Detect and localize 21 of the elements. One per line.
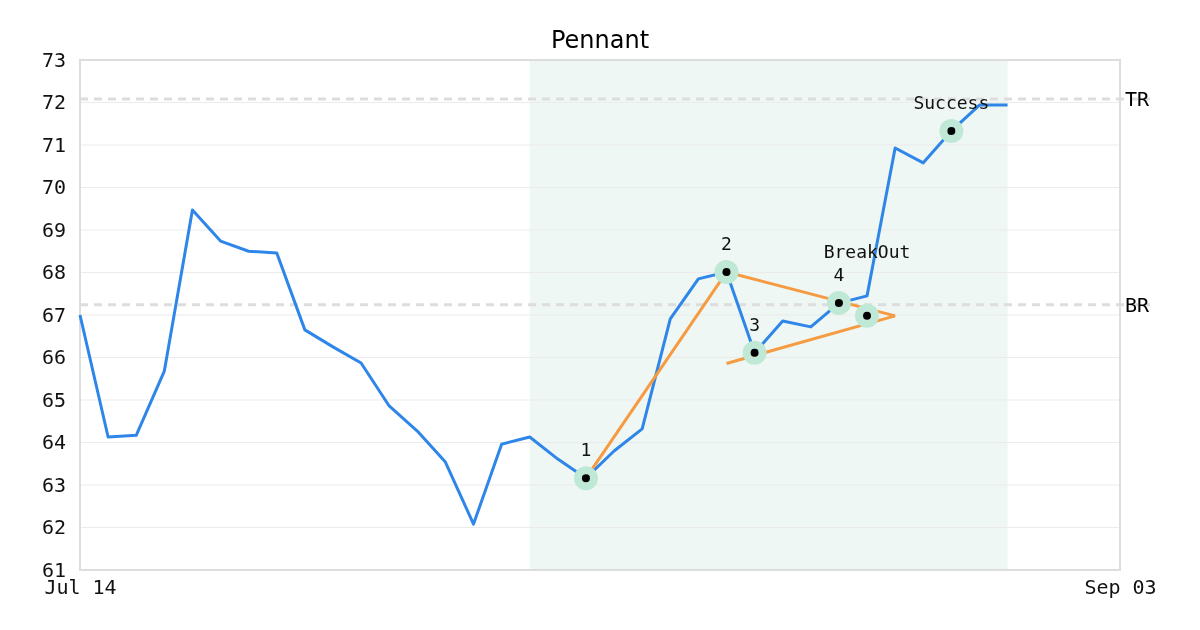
- annotation: 1: [580, 439, 592, 461]
- annotation: 3: [749, 313, 761, 335]
- y-tick-label: 65: [41, 387, 66, 412]
- ref-line-label: BR: [1125, 292, 1151, 317]
- y-tick-label: 70: [41, 175, 66, 200]
- y-tick-label: 63: [41, 472, 66, 497]
- annotation: 2: [721, 233, 732, 255]
- annotation: 4: [833, 264, 845, 286]
- y-tick-label: 67: [41, 302, 66, 327]
- y-tick-label: 68: [41, 260, 66, 285]
- y-tick-label: 69: [41, 217, 66, 242]
- y-tick-label: 62: [41, 515, 66, 540]
- chart-title: Pennant: [550, 26, 650, 54]
- y-tick-label: 71: [41, 132, 66, 157]
- y-tick-label: 72: [41, 90, 66, 115]
- y-tick-label: 66: [41, 345, 66, 370]
- y-tick-label: 64: [41, 430, 66, 455]
- x-tick-label: Sep 03: [1084, 575, 1157, 600]
- annotation: Success: [913, 91, 990, 113]
- y-tick-label: 73: [41, 47, 66, 72]
- ref-line-label: TR: [1125, 87, 1151, 112]
